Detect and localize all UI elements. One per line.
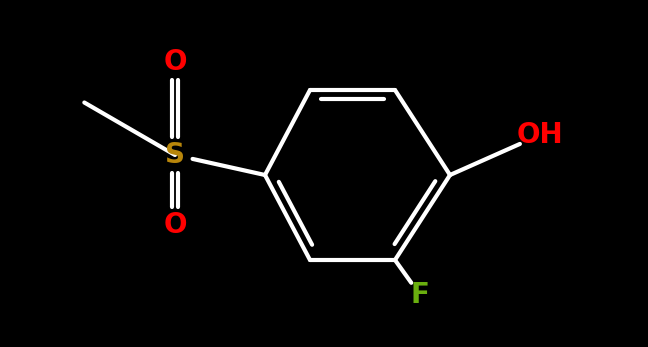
- Text: O: O: [163, 48, 187, 76]
- Text: S: S: [165, 141, 185, 169]
- Text: F: F: [411, 281, 430, 309]
- Text: OH: OH: [516, 121, 563, 149]
- Text: O: O: [163, 211, 187, 239]
